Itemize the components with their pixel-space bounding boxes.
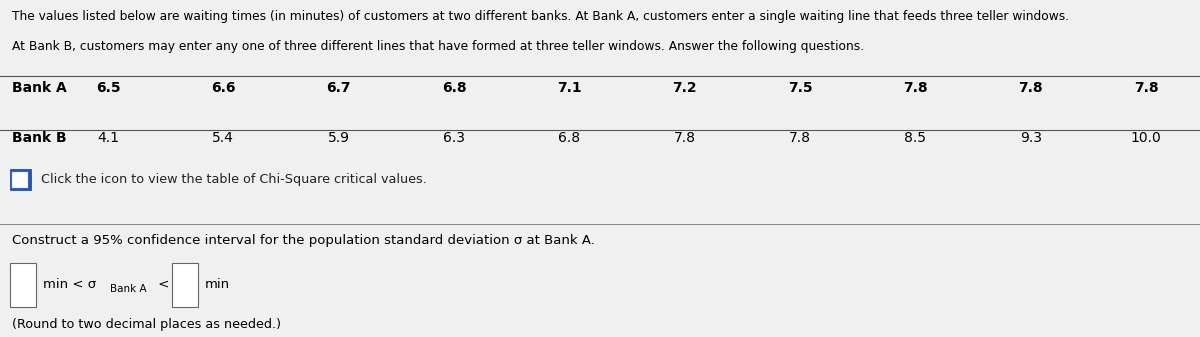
Text: 4.1: 4.1 bbox=[97, 131, 119, 146]
Text: min < σ: min < σ bbox=[43, 278, 96, 291]
Text: 7.8: 7.8 bbox=[904, 81, 928, 95]
Text: 6.5: 6.5 bbox=[96, 81, 120, 95]
Text: 6.3: 6.3 bbox=[443, 131, 464, 146]
Text: 7.8: 7.8 bbox=[1134, 81, 1158, 95]
Text: 6.8: 6.8 bbox=[442, 81, 467, 95]
Text: Bank A: Bank A bbox=[110, 284, 148, 294]
Text: 6.8: 6.8 bbox=[558, 131, 581, 146]
FancyBboxPatch shape bbox=[12, 172, 28, 188]
Text: 5.9: 5.9 bbox=[328, 131, 349, 146]
Text: Click the icon to view the table of Chi-Square critical values.: Click the icon to view the table of Chi-… bbox=[41, 173, 427, 186]
Text: Construct a 95% confidence interval for the population standard deviation σ at B: Construct a 95% confidence interval for … bbox=[12, 234, 595, 247]
Text: 5.4: 5.4 bbox=[212, 131, 234, 146]
Text: 8.5: 8.5 bbox=[905, 131, 926, 146]
Text: 7.1: 7.1 bbox=[557, 81, 582, 95]
Text: Bank B: Bank B bbox=[12, 131, 67, 146]
Text: 10.0: 10.0 bbox=[1130, 131, 1162, 146]
Text: min: min bbox=[205, 278, 230, 291]
Text: At Bank B, customers may enter any one of three different lines that have formed: At Bank B, customers may enter any one o… bbox=[12, 40, 864, 54]
FancyBboxPatch shape bbox=[172, 263, 198, 307]
Text: 6.6: 6.6 bbox=[211, 81, 235, 95]
Text: The values listed below are waiting times (in minutes) of customers at two diffe: The values listed below are waiting time… bbox=[12, 10, 1069, 23]
Text: 7.2: 7.2 bbox=[672, 81, 697, 95]
Text: (Round to two decimal places as needed.): (Round to two decimal places as needed.) bbox=[12, 318, 281, 332]
Text: 7.5: 7.5 bbox=[787, 81, 812, 95]
Text: 6.7: 6.7 bbox=[326, 81, 350, 95]
FancyBboxPatch shape bbox=[10, 263, 36, 307]
Text: <: < bbox=[154, 278, 173, 291]
Text: 7.8: 7.8 bbox=[790, 131, 811, 146]
Text: 7.8: 7.8 bbox=[1019, 81, 1043, 95]
FancyBboxPatch shape bbox=[10, 168, 31, 190]
Text: 9.3: 9.3 bbox=[1020, 131, 1042, 146]
Text: 7.8: 7.8 bbox=[673, 131, 696, 146]
Text: Bank A: Bank A bbox=[12, 81, 67, 95]
